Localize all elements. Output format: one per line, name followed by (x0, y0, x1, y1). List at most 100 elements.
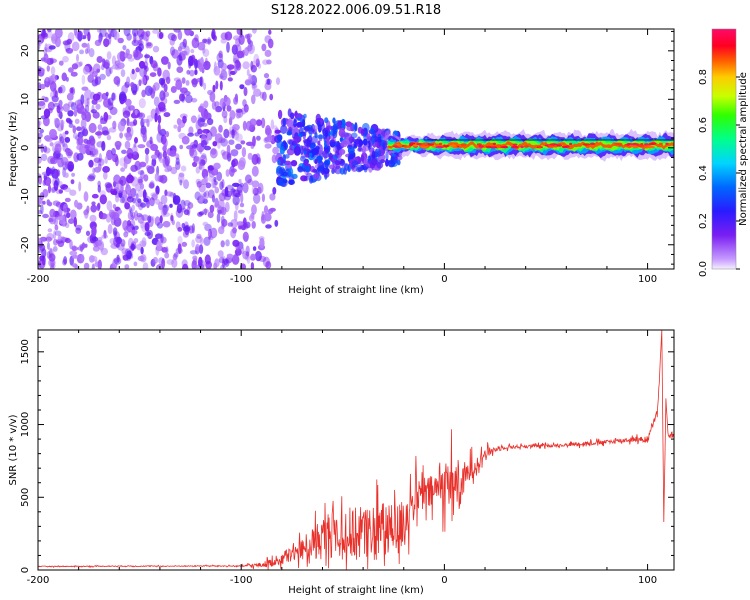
spectrogram-cell (217, 140, 221, 149)
spectrogram-cell (302, 119, 306, 128)
carrier-peak (435, 146, 444, 149)
spectrogram-cell (74, 61, 83, 68)
spectrogram-cell (70, 87, 76, 96)
spectrogram-cell (117, 209, 123, 214)
spectrogram-cell (232, 189, 241, 197)
spectrogram-cell (140, 254, 147, 263)
spectrogram-cell (156, 222, 164, 229)
spectrogram-cell (209, 148, 218, 159)
spectrogram-cell (209, 204, 215, 213)
y-tick-label: 20 (20, 44, 31, 57)
carrier-peak (492, 142, 497, 146)
spectrogram-cell (176, 203, 182, 214)
spectrogram-cell (123, 29, 131, 37)
spectrogram-cell (112, 204, 117, 209)
snr-series-line (38, 330, 674, 570)
spectrogram-cell (126, 126, 131, 134)
spectrogram-cell (332, 123, 337, 134)
spectrogram-cell (134, 225, 139, 231)
spectrogram-cell (130, 219, 136, 230)
spectrogram-cell (226, 184, 234, 190)
spectrogram-cell (170, 212, 174, 224)
spectrogram-cell (112, 227, 118, 236)
spectrogram-cell (86, 97, 90, 108)
spectrogram-cell (38, 67, 41, 75)
spectrogram-cell (68, 123, 74, 128)
spectrogram-cell (158, 201, 163, 211)
spectrogram-cell (38, 41, 41, 51)
spectrogram-cell (121, 149, 127, 154)
spectrogram-cell (277, 109, 283, 120)
spectrogram-cell (203, 100, 209, 109)
spectrogram-cell (191, 37, 200, 49)
spectrogram-cell (202, 111, 210, 120)
spectrogram-cell (48, 247, 53, 259)
spectrogram-cell (170, 46, 175, 56)
spectrogram-cell (139, 222, 145, 229)
spectrogram-cell (173, 252, 179, 258)
spectrogram-cell (46, 65, 50, 72)
spectrogram-cell (119, 196, 125, 204)
spectrogram-cell (50, 66, 56, 75)
spectrogram-cell (97, 240, 105, 251)
spectrogram-cell (219, 80, 223, 91)
spectrogram-cell (241, 107, 247, 115)
spectrogram-cell (180, 165, 187, 172)
spectrogram-cell (377, 136, 382, 143)
spectrogram-cell (91, 263, 95, 269)
spectrogram-cell (137, 189, 144, 198)
spectrogram-cell (160, 134, 167, 145)
spectrogram-cell (201, 168, 209, 179)
spectrogram-cell (38, 37, 42, 47)
spectrogram-cell (233, 210, 238, 222)
carrier-peak (412, 144, 418, 147)
spectrogram-cell (214, 186, 220, 194)
spectrogram-cell (53, 117, 59, 125)
spectrogram-cell (202, 221, 209, 227)
spectrogram-cell (197, 41, 206, 51)
spectrogram-cell (231, 44, 238, 55)
spectrogram-cell (144, 147, 150, 155)
spectrogram-cell (218, 226, 225, 235)
spectrogram-cell (88, 48, 95, 58)
spectrogram-cell (91, 236, 99, 242)
spectrogram-cell (242, 120, 247, 131)
spectrogram-cell (65, 47, 74, 54)
spectrogram-cell (279, 146, 285, 155)
spectrogram-cell (358, 139, 364, 146)
spectrogram-cell (173, 29, 181, 33)
spectrogram-cell (97, 124, 103, 131)
x-tick-label: -200 (27, 575, 50, 586)
spectrogram-cell (92, 167, 96, 174)
spectrogram-cell (70, 102, 77, 111)
spectrogram-cell (71, 172, 75, 177)
spectrogram-cell (64, 130, 69, 135)
spectrogram-cell (88, 255, 95, 263)
spectrogram-cell (242, 99, 247, 107)
spectrogram-cell (242, 217, 247, 228)
spectrogram-cell (39, 83, 46, 90)
spectrogram-cell (238, 179, 242, 184)
spectrogram-cell (136, 243, 143, 251)
spectrogram-cell (143, 174, 149, 182)
spectrogram-cell (182, 115, 187, 124)
spectrogram-cell (54, 36, 61, 48)
spectrogram-cell (251, 204, 257, 215)
spectrogram-cell (99, 194, 108, 205)
spectrogram-cell (239, 182, 244, 188)
spectrogram-cell (217, 209, 222, 214)
spectrogram-cell (354, 122, 358, 132)
spectrogram-cell (152, 29, 160, 34)
spectrogram-cell (217, 250, 224, 258)
spectrogram-cell (119, 132, 123, 139)
spectrogram-cell (212, 84, 216, 93)
x-tick-label: -100 (230, 274, 253, 285)
spectrogram-cell (158, 32, 164, 39)
spectrogram-cell (114, 29, 118, 40)
spectrogram-cell (91, 104, 95, 114)
spectrogram-cell (217, 199, 225, 211)
spectrogram-cell (63, 206, 68, 216)
spectrogram-cell (254, 250, 262, 262)
spectrogram-cell (87, 74, 94, 83)
